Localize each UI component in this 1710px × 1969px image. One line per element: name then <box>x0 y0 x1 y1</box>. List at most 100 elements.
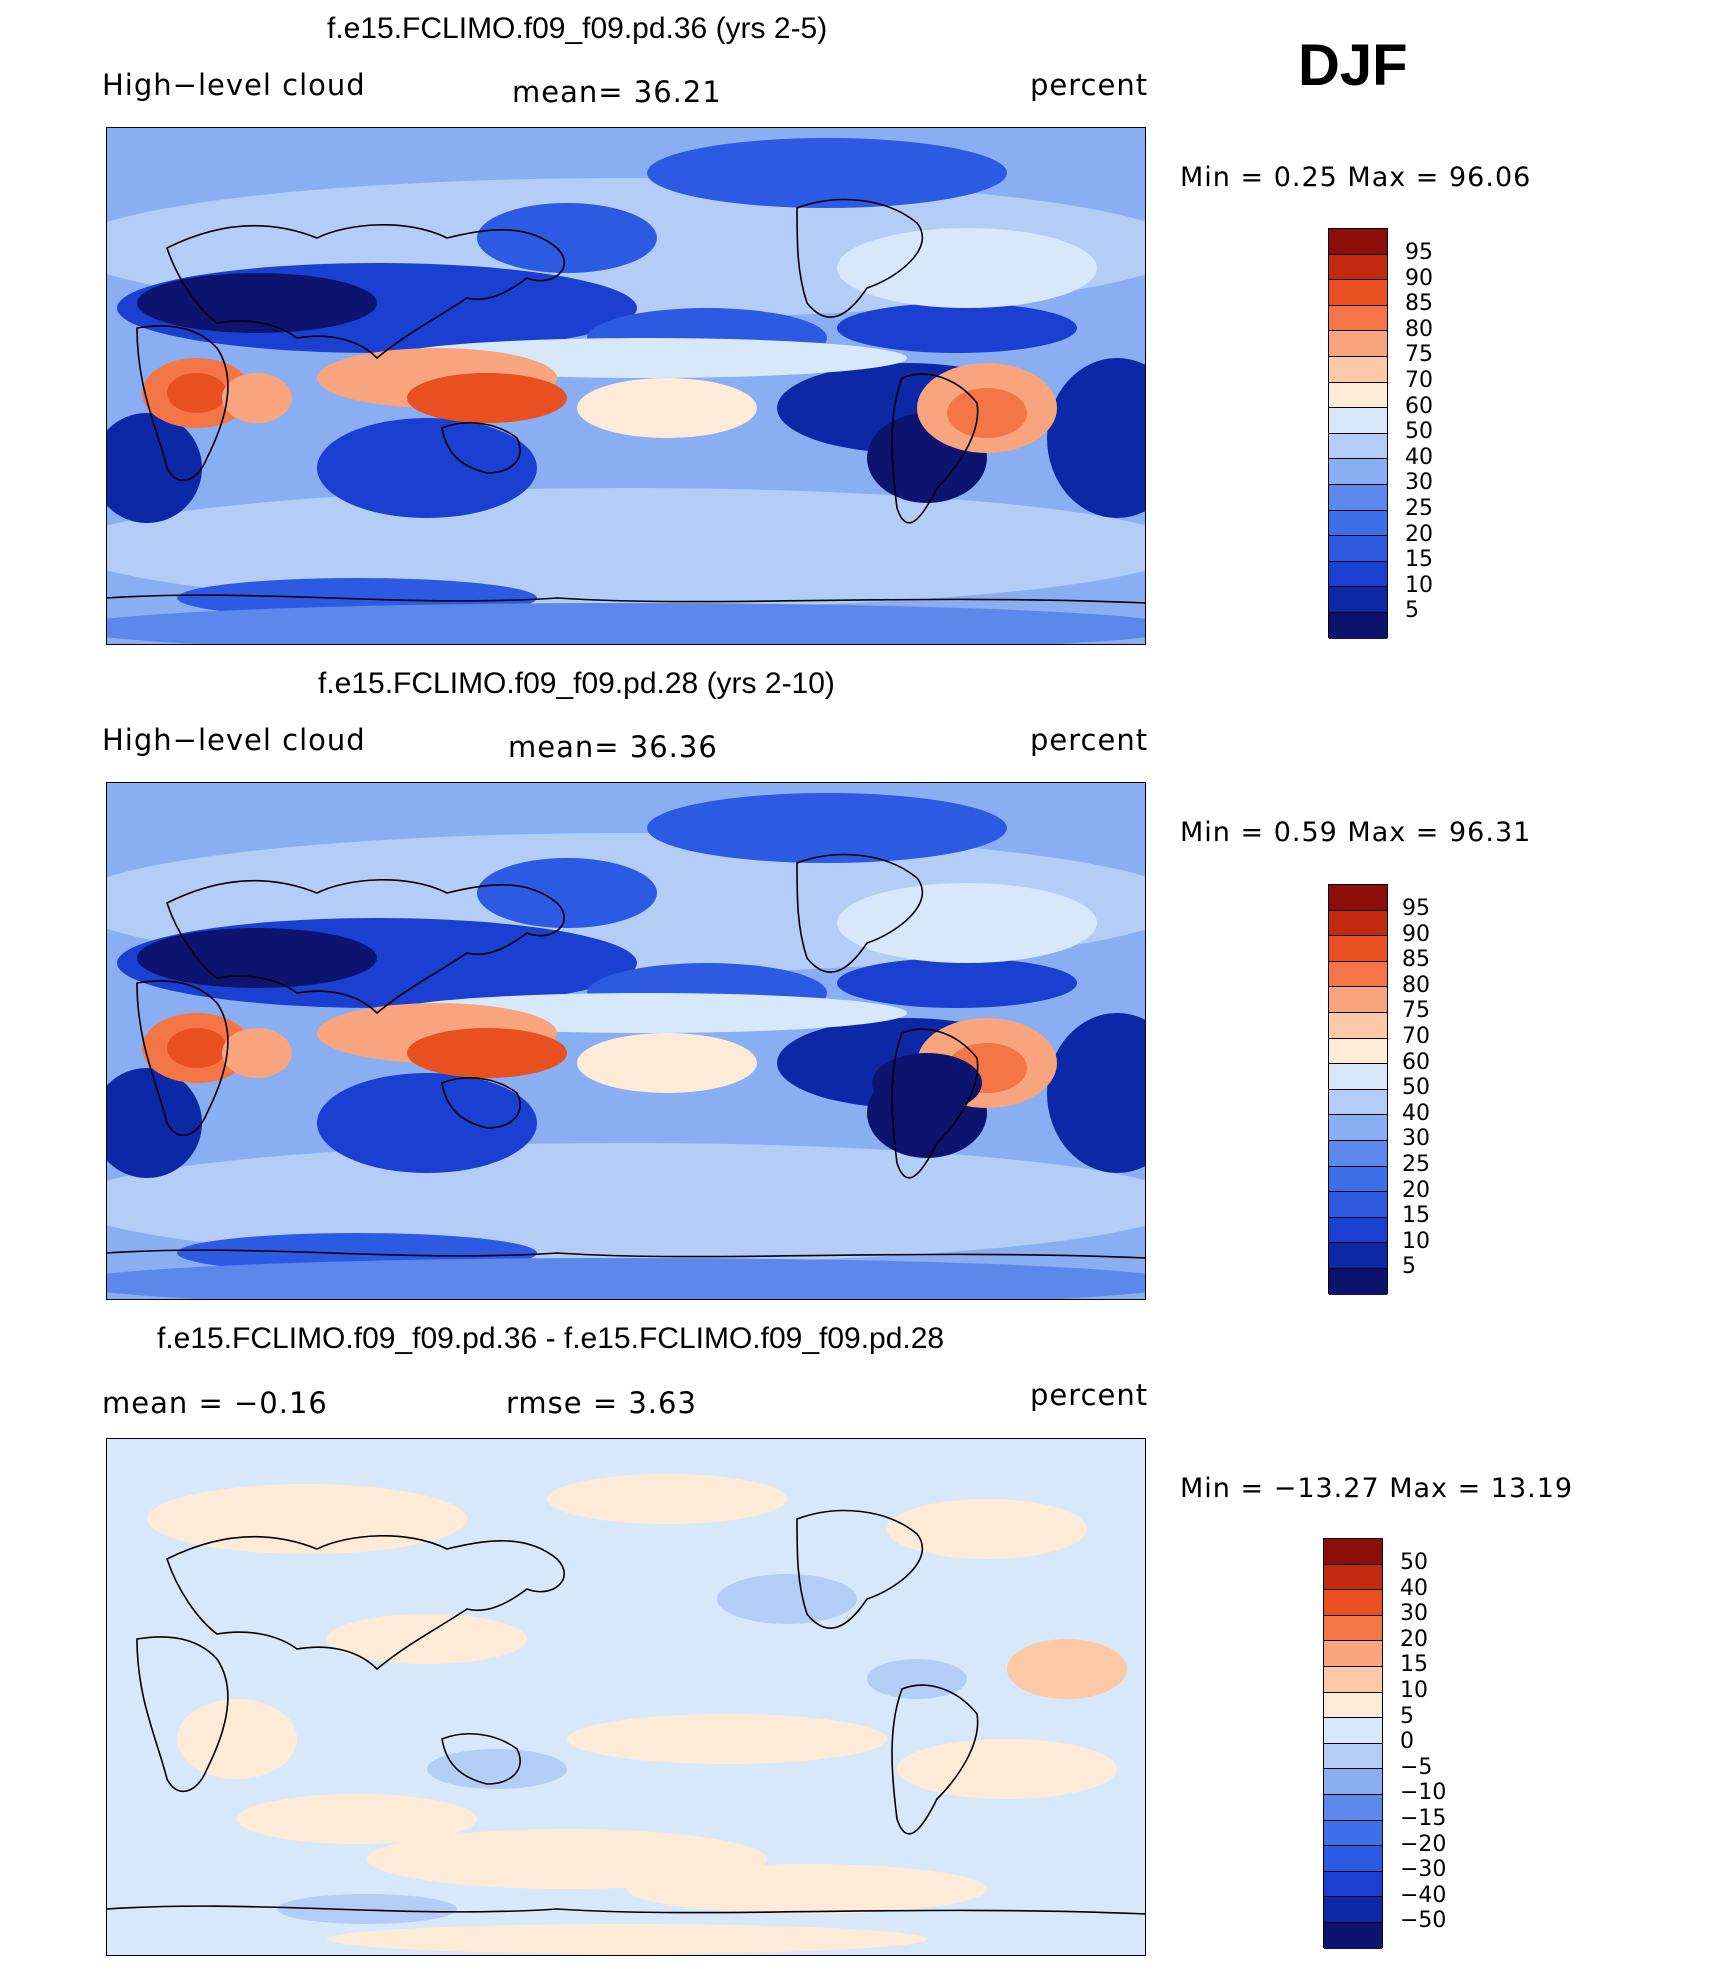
contour-region <box>107 488 1145 608</box>
contour-region <box>407 1028 567 1078</box>
contour-region <box>177 1699 297 1779</box>
contour-region <box>1047 1013 1145 1173</box>
contour-region <box>567 1714 887 1764</box>
coastline <box>107 594 1145 604</box>
panel-3-minmax: Min = −13.27 Max = 13.19 <box>1180 1473 1574 1504</box>
colorbar-swatch <box>1329 885 1387 911</box>
colorbar-level-label: 40 <box>1405 444 1433 470</box>
panel-1-colorbar <box>1328 228 1388 639</box>
coastline <box>796 853 924 973</box>
colorbar-swatch <box>1324 1820 1382 1847</box>
colorbar-level-label: 5 <box>1405 598 1419 624</box>
coastline <box>441 422 521 474</box>
colorbar-swatch <box>1324 1922 1382 1949</box>
colorbar-swatch <box>1329 433 1387 460</box>
panel-2-variable-label: High−level cloud <box>102 723 366 757</box>
colorbar-swatch <box>1329 1115 1387 1141</box>
panel-2-contour-map <box>107 783 1145 1299</box>
contour-region <box>577 1033 757 1093</box>
colorbar-level-label: 90 <box>1405 265 1433 291</box>
coastline <box>441 1077 521 1129</box>
colorbar-level-label: 15 <box>1400 1652 1428 1678</box>
contour-region <box>947 388 1027 438</box>
contour-region <box>167 373 227 413</box>
contour-region <box>872 1053 982 1113</box>
colorbar-level-label: 5 <box>1400 1703 1414 1729</box>
coastline <box>891 1684 979 1835</box>
contour-region <box>137 928 377 988</box>
contour-region <box>547 1474 787 1524</box>
colorbar-swatch <box>1324 1692 1382 1719</box>
colorbar-swatch <box>1329 910 1387 937</box>
contour-region <box>837 303 1077 353</box>
contour-region <box>237 1794 477 1844</box>
colorbar-level-label: 30 <box>1405 470 1433 496</box>
contour-region <box>1007 1639 1127 1699</box>
colorbar-swatch <box>1329 459 1387 485</box>
colorbar-level-label: 15 <box>1402 1203 1430 1229</box>
colorbar-level-label: 0 <box>1400 1729 1414 1755</box>
contour-region <box>627 1864 987 1914</box>
contour-region <box>887 1499 1087 1559</box>
colorbar-swatch <box>1329 536 1387 562</box>
colorbar-swatch <box>1329 356 1387 383</box>
coastline <box>166 879 565 1015</box>
colorbar-swatch <box>1329 1140 1387 1167</box>
panel-2-mean-label: mean= 36.36 <box>508 730 718 764</box>
colorbar-level-label: 95 <box>1402 896 1430 921</box>
colorbar-swatch <box>1329 1192 1387 1218</box>
contour-region <box>147 1484 467 1554</box>
colorbar-swatch <box>1329 382 1387 409</box>
contour-region <box>407 373 567 423</box>
panel-1-minmax: Min = 0.25 Max = 96.06 <box>1180 162 1532 193</box>
colorbar-level-label: 10 <box>1405 572 1433 598</box>
panel-2-map <box>106 782 1146 1300</box>
contour-region <box>427 1749 567 1789</box>
contour-region <box>647 138 1007 208</box>
colorbar-level-label: 20 <box>1400 1626 1428 1652</box>
colorbar-level-label: −5 <box>1400 1754 1433 1780</box>
colorbar-swatch <box>1329 331 1387 357</box>
colorbar-level-label: 90 <box>1402 921 1430 947</box>
colorbar-swatch <box>1324 1897 1382 1923</box>
panel-3-rmse-label: rmse = 3.63 <box>506 1386 697 1420</box>
coastline <box>166 1535 565 1671</box>
colorbar-swatch <box>1324 1871 1382 1898</box>
colorbar-level-label: 40 <box>1402 1100 1430 1126</box>
coastline <box>136 325 229 482</box>
colorbar-swatch <box>1329 587 1387 613</box>
colorbar-swatch <box>1324 1846 1382 1872</box>
colorbar-level-label: 50 <box>1405 419 1433 445</box>
colorbar-swatch <box>1329 1089 1387 1116</box>
contour-region <box>167 1028 227 1068</box>
colorbar-swatch <box>1329 612 1387 639</box>
colorbar-level-label: 20 <box>1405 521 1433 547</box>
colorbar-level-label: −15 <box>1400 1806 1447 1831</box>
colorbar-swatch <box>1329 254 1387 281</box>
colorbar-swatch <box>1324 1641 1382 1667</box>
colorbar-level-label: 5 <box>1402 1254 1416 1280</box>
colorbar-level-label: 10 <box>1402 1228 1430 1254</box>
panel-1-variable-label: High−level cloud <box>102 68 366 102</box>
colorbar-swatch <box>1329 987 1387 1013</box>
panel-1-mean-label: mean= 36.21 <box>512 75 722 109</box>
colorbar-level-label: 40 <box>1400 1575 1428 1601</box>
coastline <box>136 1636 229 1793</box>
colorbar-swatch <box>1329 1166 1387 1193</box>
colorbar-swatch <box>1324 1539 1382 1565</box>
colorbar-level-label: 75 <box>1405 342 1433 368</box>
colorbar-swatch <box>1329 961 1387 988</box>
coastline <box>891 373 979 524</box>
contour-region <box>1047 358 1145 518</box>
contour-region <box>837 228 1097 308</box>
coastline <box>107 1249 1145 1259</box>
contour-region <box>107 603 1145 644</box>
colorbar-level-label: 20 <box>1402 1177 1430 1203</box>
colorbar-level-label: −50 <box>1400 1908 1447 1934</box>
panel-1-map <box>106 127 1146 645</box>
coastline <box>796 198 924 318</box>
contour-region <box>317 1073 537 1173</box>
colorbar-level-label: 50 <box>1400 1550 1428 1575</box>
colorbar-level-label: 60 <box>1405 393 1433 419</box>
contour-region <box>837 958 1077 1008</box>
